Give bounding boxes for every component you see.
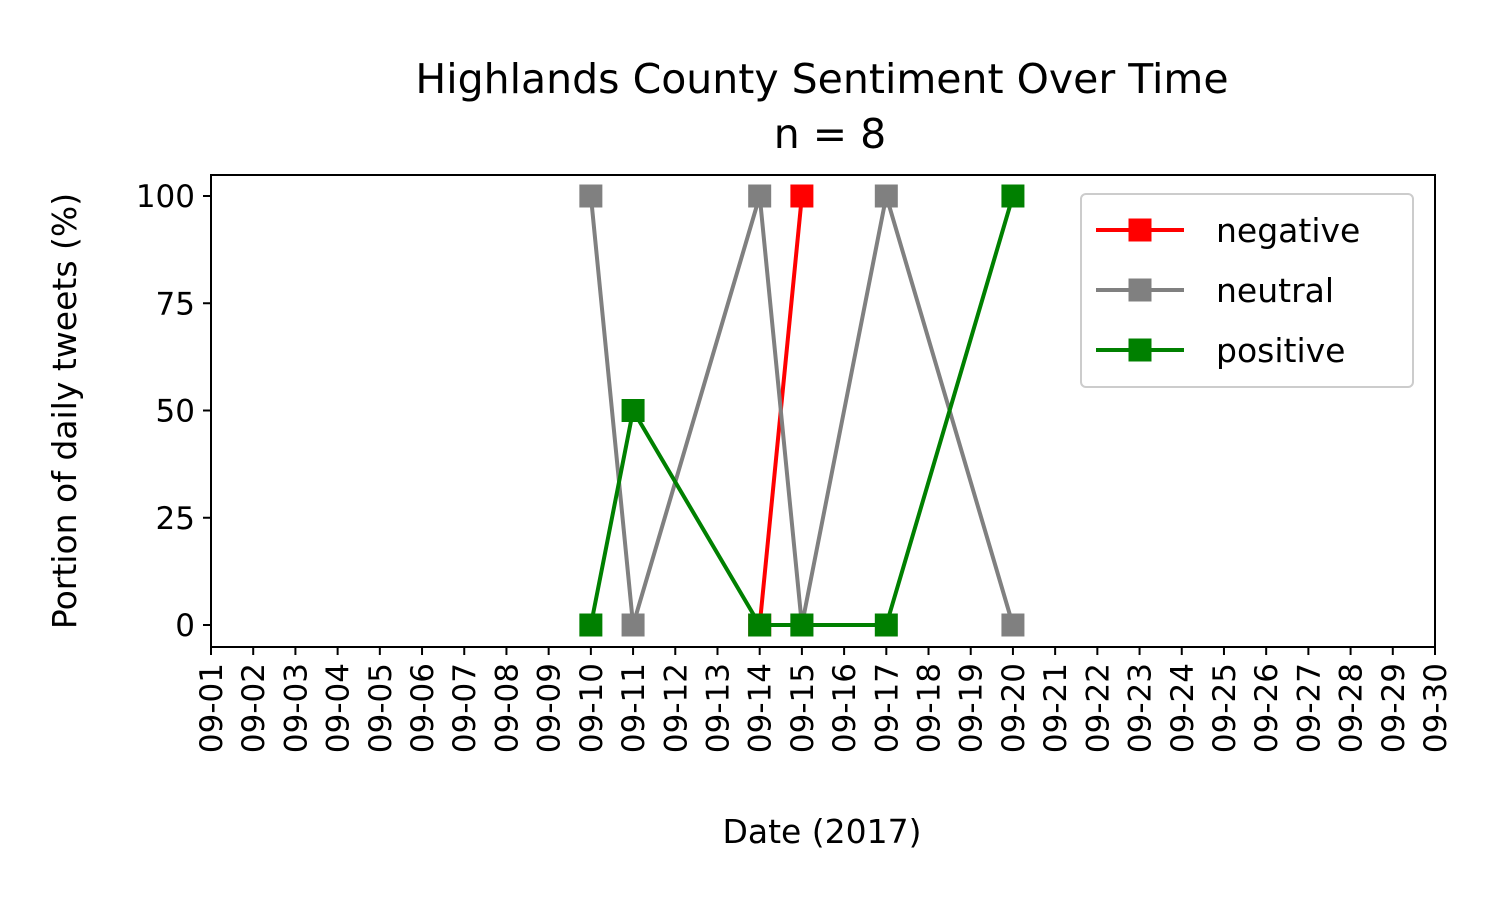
- x-tick-label: 09-14: [743, 663, 779, 753]
- y-tick-label: 75: [156, 286, 195, 322]
- x-tick-label: 09-25: [1207, 663, 1243, 753]
- data-point-neutral: [1001, 613, 1025, 637]
- x-tick-label: 09-04: [321, 663, 357, 753]
- x-tick-label: 09-18: [912, 663, 948, 753]
- legend-swatch-marker: [1128, 338, 1152, 362]
- x-tick-label: 09-03: [278, 663, 314, 753]
- x-tick-label: 09-02: [236, 663, 272, 753]
- data-point-neutral: [874, 184, 898, 208]
- series-neutral: [579, 184, 1025, 637]
- x-tick-label: 09-10: [574, 663, 610, 753]
- data-point-neutral: [748, 184, 772, 208]
- x-tick-label: 09-12: [658, 663, 694, 753]
- x-tick-label: 09-22: [1080, 663, 1116, 753]
- legend-swatch-marker: [1128, 218, 1152, 242]
- data-point-neutral: [579, 184, 603, 208]
- x-tick-label: 09-01: [194, 663, 230, 753]
- y-axis: 0 25 50 75 100: [136, 179, 211, 644]
- x-tick-label: 09-17: [869, 663, 905, 753]
- legend: negative neutral positive: [1080, 193, 1414, 388]
- series-line-neutral: [588, 194, 1015, 627]
- x-tick-label: 09-16: [827, 663, 863, 753]
- x-tick-label: 09-08: [489, 663, 525, 753]
- x-tick-label: 09-11: [616, 663, 652, 753]
- x-tick-label: 09-29: [1376, 663, 1412, 753]
- y-axis-label: Portion of daily tweets (%): [45, 193, 84, 629]
- legend-item-negative: negative: [1096, 211, 1360, 250]
- x-tick-label: 09-27: [1291, 663, 1327, 753]
- x-tick-label: 09-26: [1249, 663, 1285, 753]
- x-tick-label: 09-19: [954, 663, 990, 753]
- data-point-positive: [1001, 184, 1025, 208]
- x-tick-label: 09-07: [447, 663, 483, 753]
- series-positive: [579, 184, 1025, 637]
- x-tick-label: 09-28: [1334, 663, 1370, 753]
- chart-title: Highlands County Sentiment Over Time: [415, 55, 1228, 103]
- data-point-positive: [579, 613, 603, 637]
- x-tick-label: 09-23: [1123, 663, 1159, 753]
- data-point-negative: [790, 184, 814, 208]
- y-tick-label: 0: [175, 608, 195, 644]
- x-tick-label: 09-06: [405, 663, 441, 753]
- data-point-positive: [621, 399, 645, 422]
- legend-item-positive: positive: [1096, 331, 1345, 370]
- legend-label: neutral: [1216, 271, 1334, 310]
- data-point-positive: [874, 613, 898, 637]
- x-tick-label: 09-09: [532, 663, 568, 753]
- y-tick-label: 25: [156, 501, 195, 537]
- x-tick-label: 09-30: [1418, 663, 1454, 753]
- plot-area: [579, 184, 1025, 637]
- data-point-positive: [790, 613, 814, 637]
- y-tick-label: 50: [156, 394, 195, 430]
- x-tick-label: 09-15: [785, 663, 821, 753]
- x-axis-label: Date (2017): [722, 812, 921, 851]
- x-tick-label: 09-24: [1165, 663, 1201, 753]
- x-tick-label: 09-20: [996, 663, 1032, 753]
- y-tick-label: 100: [136, 179, 195, 215]
- x-axis: 09-01 09-02 09-03 09-04 09-05 09-06 09-07 09-08…: [194, 647, 1454, 753]
- x-tick-label: 09-21: [1038, 663, 1074, 753]
- x-tick-label: 09-13: [700, 663, 736, 753]
- legend-frame: [1080, 193, 1414, 388]
- series-line-positive: [588, 195, 1015, 627]
- chart-subtitle: n = 8: [774, 110, 887, 158]
- data-point-neutral: [621, 613, 645, 637]
- legend-swatch-marker: [1128, 278, 1152, 302]
- data-point-positive: [748, 613, 772, 637]
- legend-label: negative: [1216, 211, 1360, 250]
- legend-item-neutral: neutral: [1096, 271, 1334, 310]
- legend-label: positive: [1216, 331, 1345, 370]
- x-tick-label: 09-05: [363, 663, 399, 753]
